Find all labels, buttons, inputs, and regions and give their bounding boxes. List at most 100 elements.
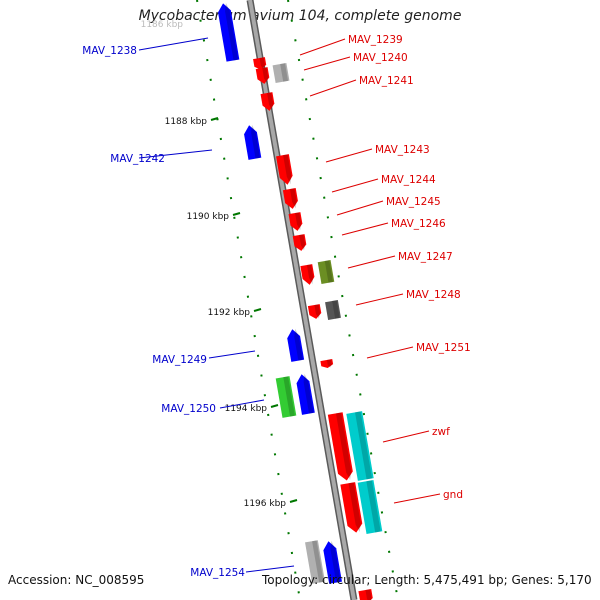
tick-label: 1194 kbp <box>225 404 268 414</box>
gene-rna-green-body <box>275 376 297 418</box>
gene-zwf-body <box>327 412 353 481</box>
gene-mav-1248-shade <box>314 304 321 319</box>
tick-label: 1190 kbp <box>187 212 230 222</box>
label-mav-1251-leader <box>366 346 414 359</box>
label-mav-1240-leader <box>303 56 351 71</box>
gene-mav-1240 <box>255 67 270 84</box>
gene-mav-1245-shade <box>295 212 302 231</box>
label-mav-1244-leader <box>331 178 379 193</box>
gene-mav-1240-shade <box>262 67 269 84</box>
label-mav-1241-leader <box>309 79 357 97</box>
gene-rna-green <box>275 376 297 418</box>
gene-mav-1245 <box>288 212 303 231</box>
gene-mav-1245-body <box>288 212 303 231</box>
gene-grey-lower-shade <box>312 540 324 583</box>
gene-zwf <box>327 412 353 481</box>
label-gnd-leader <box>393 493 441 504</box>
label-mav-1254-leader <box>245 565 295 573</box>
gene-grey-upper-shade <box>280 63 289 82</box>
gene-bottom-red-body <box>358 588 373 600</box>
label-mav-1238-leader <box>138 37 209 51</box>
tick-mark <box>270 404 279 408</box>
label-zwf-leader <box>382 430 430 443</box>
label-mav-1238: MAV_1238 <box>82 45 137 57</box>
gene-mav-1239 <box>253 57 267 70</box>
gene-mav-1250-body <box>296 374 315 415</box>
label-mav-1247-leader <box>347 255 396 269</box>
gene-gnd-cyan-shade <box>366 480 381 533</box>
label-mav-1239-leader <box>299 38 346 56</box>
gene-grey-upper <box>272 62 290 84</box>
gene-mav-1242-body <box>244 125 262 160</box>
gene-mav-1239-body <box>253 57 267 70</box>
gene-mav-1238-body <box>218 3 240 62</box>
gene-olive <box>317 260 335 284</box>
tick-label: 1188 kbp <box>165 117 208 127</box>
gene-mav-1254-body <box>323 541 342 584</box>
gene-mav-1254-shade <box>330 540 341 583</box>
label-mav-1245-leader <box>336 200 384 216</box>
label-mav-1251: MAV_1251 <box>416 342 471 354</box>
label-mav-1254: MAV_1254 <box>190 567 245 579</box>
label-mav-1246: MAV_1246 <box>391 218 446 230</box>
gene-mav-1242-shade <box>251 124 261 159</box>
gene-mav-1250-shade <box>303 373 314 414</box>
gene-olive-body <box>317 260 335 284</box>
gene-zwf-cyan <box>346 411 374 481</box>
tick-mark <box>253 308 262 312</box>
accession-text: Accession: NC_008595 <box>8 573 145 587</box>
guide-dots-1 <box>287 0 399 600</box>
gene-mav-1244-body <box>282 188 298 209</box>
gene-mav-1254 <box>323 540 342 584</box>
gene-gnd-body <box>340 482 363 533</box>
gene-rna-green-shade <box>283 376 295 417</box>
label-mav-1245: MAV_1245 <box>386 196 441 208</box>
gene-mav-1248 <box>307 304 322 319</box>
gene-mav-1238 <box>218 2 240 62</box>
label-mav-1241: MAV_1241 <box>359 75 414 87</box>
gene-mav-1241 <box>260 92 275 111</box>
gene-mav-1241-shade <box>267 92 274 111</box>
label-mav-1249: MAV_1249 <box>152 354 207 366</box>
gene-mav-1249 <box>287 328 305 362</box>
label-mav-1242-leader <box>138 149 213 159</box>
tick-label: 1196 kbp <box>244 499 287 509</box>
gene-zwf-cyan-shade <box>355 411 373 480</box>
gene-mav-1243-shade <box>283 154 292 185</box>
tick-mark <box>289 499 298 503</box>
gene-bottom-red <box>358 588 373 600</box>
label-mav-1239: MAV_1239 <box>348 34 403 46</box>
gene-mav-1243 <box>276 154 293 185</box>
gene-mav-1249-shade <box>294 328 303 361</box>
gene-mav-1244-shade <box>289 188 297 209</box>
label-mav-1243: MAV_1243 <box>375 144 430 156</box>
gene-mav-1238-shade <box>225 2 239 61</box>
genome-backbone-highlight <box>248 0 356 600</box>
gene-mav-1246-shade <box>299 234 306 251</box>
gene-mav-1243-body <box>276 154 293 185</box>
gene-mav-1247-body <box>300 264 315 285</box>
gene-zwf-shade <box>335 412 352 480</box>
label-mav-1247: MAV_1247 <box>398 251 453 263</box>
label-mav-1249-leader <box>208 350 256 359</box>
label-mav-1248: MAV_1248 <box>406 289 461 301</box>
gene-grey-lower <box>305 540 325 584</box>
gene-mav-1251 <box>320 359 334 368</box>
gene-olive-shade <box>324 260 333 283</box>
guide-dots-0 <box>196 0 301 600</box>
label-mav-1242: MAV_1242 <box>110 153 165 165</box>
gene-mav-1242 <box>244 124 262 160</box>
label-mav-1244: MAV_1244 <box>381 174 436 186</box>
gene-mav-1244 <box>282 188 298 209</box>
label-mav-1240: MAV_1240 <box>353 52 408 64</box>
gene-mav-1246-body <box>292 234 307 251</box>
gene-zwf-cyan-body <box>346 411 374 481</box>
topology-text: Topology: circular; Length: 5,475,491 bp… <box>262 573 592 587</box>
tick-label: 1192 kbp <box>208 308 251 318</box>
gene-mav-1251-body <box>320 359 334 368</box>
label-mav-1243-leader <box>325 148 373 163</box>
gene-mav-1241-body <box>260 92 275 111</box>
gene-mav-1240-body <box>255 67 270 84</box>
tick-mark <box>210 117 219 121</box>
